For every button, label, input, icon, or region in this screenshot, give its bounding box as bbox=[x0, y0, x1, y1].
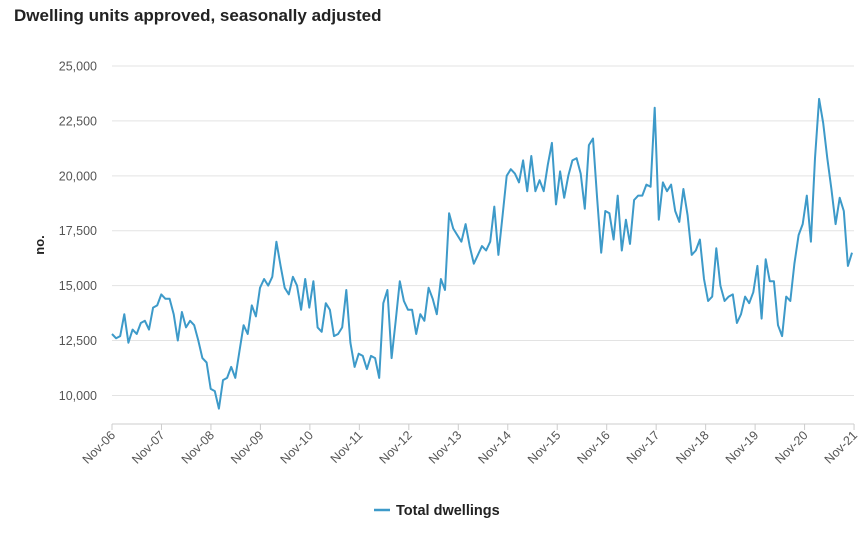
x-tick-label: Nov-18 bbox=[673, 428, 711, 466]
legend-label-total-dwellings: Total dwellings bbox=[396, 503, 500, 519]
series-layer bbox=[111, 97, 853, 410]
y-tick-label: 17,500 bbox=[59, 224, 97, 238]
x-tick-label: Nov-12 bbox=[377, 428, 415, 466]
x-tick-label: Nov-16 bbox=[574, 428, 612, 466]
series-line-total-dwellings[interactable] bbox=[111, 97, 853, 410]
x-tick-label: Nov-06 bbox=[80, 428, 118, 466]
y-tick-label: 20,000 bbox=[59, 169, 97, 183]
x-tick-label: Nov-21 bbox=[822, 428, 860, 466]
legend[interactable]: Total dwellings bbox=[374, 503, 500, 519]
y-tick-label: 10,000 bbox=[59, 389, 97, 403]
x-tick-label: Nov-11 bbox=[328, 428, 366, 466]
x-tick-label: Nov-15 bbox=[525, 428, 563, 466]
y-axis-label: no. bbox=[32, 235, 47, 255]
x-tick-label: Nov-19 bbox=[723, 428, 761, 466]
x-tick-label: Nov-13 bbox=[426, 428, 464, 466]
y-tick-label: 25,000 bbox=[59, 60, 97, 74]
y-ticks: 10,000 12,500 15,000 17,500 20,000 22,500 25,0… bbox=[59, 60, 97, 403]
grid-layer bbox=[112, 65, 854, 425]
x-tick-label: Nov-20 bbox=[772, 428, 810, 466]
chart-title: Dwelling units approved, seasonally adju… bbox=[14, 6, 382, 25]
x-tick-label: Nov-09 bbox=[228, 428, 266, 466]
y-tick-label: 15,000 bbox=[59, 279, 97, 293]
x-tick-label: Nov-17 bbox=[624, 428, 662, 466]
x-tick-label: Nov-07 bbox=[129, 428, 167, 466]
x-tick-label: Nov-14 bbox=[475, 428, 513, 466]
x-ticks: Nov-06 Nov-07 Nov-08 Nov-09 Nov-10 Nov-11 Nov-… bbox=[80, 424, 860, 467]
x-tick-label: Nov-10 bbox=[278, 428, 316, 466]
y-tick-label: 12,500 bbox=[59, 334, 97, 348]
y-tick-label: 22,500 bbox=[59, 114, 97, 128]
x-tick-label: Nov-08 bbox=[179, 428, 217, 466]
